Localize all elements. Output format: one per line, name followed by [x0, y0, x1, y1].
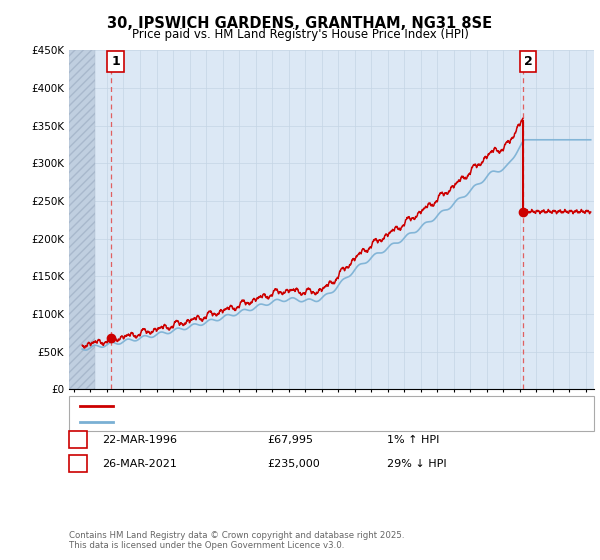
Text: 30, IPSWICH GARDENS, GRANTHAM, NG31 8SE: 30, IPSWICH GARDENS, GRANTHAM, NG31 8SE — [107, 16, 493, 31]
Text: 2: 2 — [524, 55, 533, 68]
Text: 1: 1 — [74, 433, 82, 446]
Text: £67,995: £67,995 — [267, 435, 313, 445]
Text: £235,000: £235,000 — [267, 459, 320, 469]
Text: 29% ↓ HPI: 29% ↓ HPI — [387, 459, 446, 469]
Text: 30, IPSWICH GARDENS, GRANTHAM, NG31 8SE (detached house): 30, IPSWICH GARDENS, GRANTHAM, NG31 8SE … — [119, 401, 443, 411]
Text: 22-MAR-1996: 22-MAR-1996 — [102, 435, 177, 445]
Text: 1% ↑ HPI: 1% ↑ HPI — [387, 435, 439, 445]
Text: 2: 2 — [74, 457, 82, 470]
Text: Price paid vs. HM Land Registry's House Price Index (HPI): Price paid vs. HM Land Registry's House … — [131, 28, 469, 41]
Bar — [69, 50, 95, 389]
Text: 26-MAR-2021: 26-MAR-2021 — [102, 459, 177, 469]
Text: HPI: Average price, detached house, South Kesteven: HPI: Average price, detached house, Sout… — [119, 417, 381, 427]
Text: Contains HM Land Registry data © Crown copyright and database right 2025.
This d: Contains HM Land Registry data © Crown c… — [69, 530, 404, 550]
Text: 1: 1 — [111, 55, 120, 68]
